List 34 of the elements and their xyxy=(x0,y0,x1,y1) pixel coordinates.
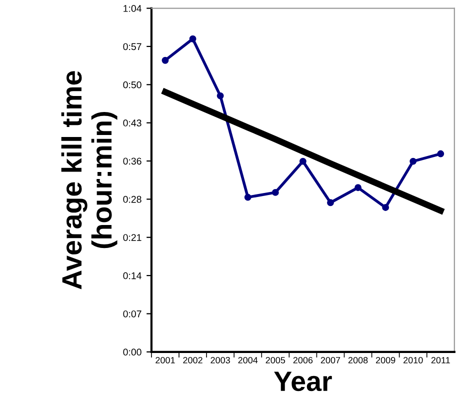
point xyxy=(189,35,196,42)
x-tick-label: 2009 xyxy=(376,357,396,364)
x-tick-label: 2008 xyxy=(348,357,368,364)
y-tick-label: 0:43 xyxy=(123,120,142,126)
point xyxy=(216,92,224,100)
point xyxy=(162,56,169,64)
point xyxy=(272,188,279,196)
point xyxy=(382,204,390,211)
x-tick-label: 2007 xyxy=(320,357,340,364)
point xyxy=(354,184,362,192)
y-tick-label: 0:36 xyxy=(123,158,142,165)
y-tick-label: 0:28 xyxy=(123,196,142,203)
y-tick-label: 0:21 xyxy=(123,234,142,241)
y-tick-label: 0:00 xyxy=(123,348,142,356)
point xyxy=(244,194,252,201)
x-tick-label: 2006 xyxy=(293,357,313,364)
y-tick-label: 0:57 xyxy=(123,43,142,50)
x-tick-label: 2001 xyxy=(156,357,175,364)
point xyxy=(437,150,444,158)
y-axis-title: Average kill time (hour:min) xyxy=(61,71,118,290)
x-tick-label: 2003 xyxy=(210,357,230,364)
x-tick-label: 2002 xyxy=(183,357,202,364)
point xyxy=(299,158,306,165)
point xyxy=(327,199,334,206)
y-tick-label: 1:04 xyxy=(124,5,142,12)
y-tick-label: 0:07 xyxy=(123,310,142,318)
point xyxy=(410,158,417,165)
y-tick-label: 0:14 xyxy=(123,272,142,280)
x-axis-title: Year xyxy=(274,372,332,392)
x-tick-label: 2011 xyxy=(431,357,450,364)
x-tick-label: 2004 xyxy=(238,357,258,364)
y-tick-label: 0:50 xyxy=(123,81,142,88)
x-tick-label: 2005 xyxy=(266,357,286,364)
x-tick-label: 2010 xyxy=(404,357,423,364)
